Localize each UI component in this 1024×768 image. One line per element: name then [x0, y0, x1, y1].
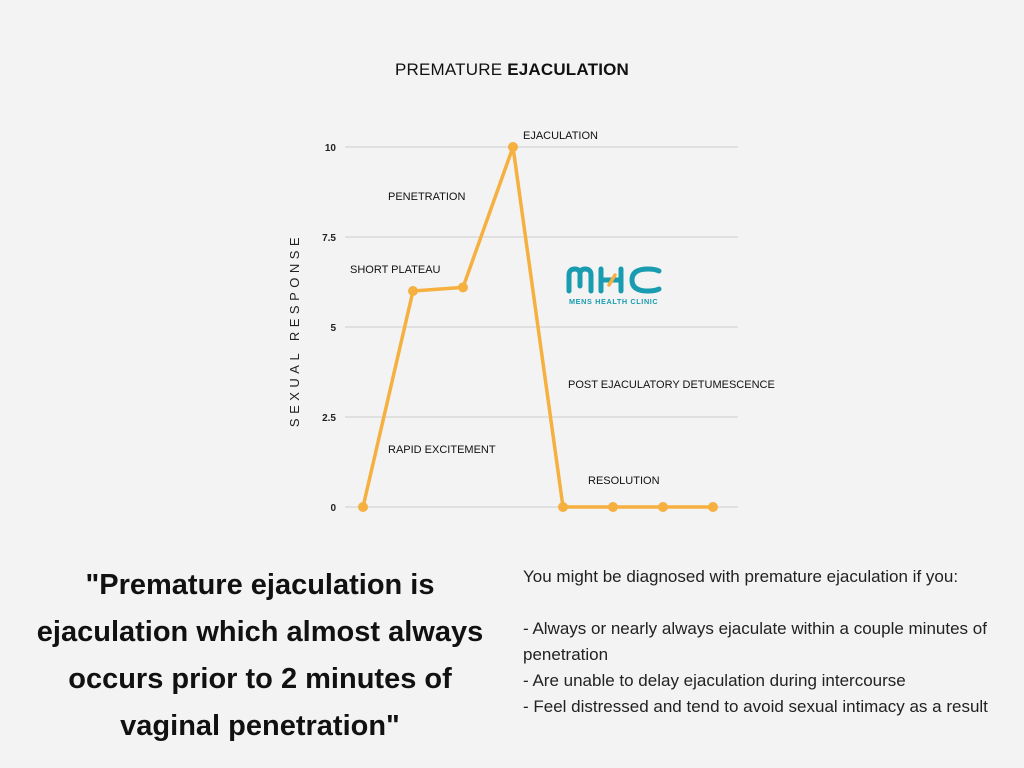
- y-tick-label: 5: [330, 323, 336, 334]
- y-tick-label: 2.5: [322, 413, 336, 424]
- data-point: [658, 502, 668, 512]
- annotation-label: EJACULATION: [523, 130, 598, 142]
- y-tick-label: 0: [330, 503, 336, 514]
- data-point: [558, 502, 568, 512]
- data-point: [508, 142, 518, 152]
- data-point: [358, 502, 368, 512]
- data-point: [408, 286, 418, 296]
- diagnosis-criteria: You might be diagnosed with premature ej…: [523, 564, 993, 720]
- chart-title-regular: PREMATURE: [394, 60, 503, 79]
- y-tick-label: 10: [325, 143, 337, 154]
- y-tick-label: 7.5: [322, 233, 336, 244]
- series-line: [361, 145, 715, 509]
- chart-title: PREMATURE EJACULATION: [0, 60, 1024, 80]
- line-chart: 0 2.5 5 7.5 10 SEXUAL RESPONSE EJACULATION PE…: [287, 130, 775, 514]
- y-axis-ticks: 0 2.5 5 7.5 10: [322, 143, 336, 514]
- annotation-label: SHORT PLATEAU: [350, 264, 441, 276]
- definition-quote: "Premature ejaculation is ejaculation wh…: [36, 569, 484, 742]
- criteria-item: - Are unable to delay ejaculation during…: [523, 671, 906, 690]
- annotations: EJACULATION PENETRATION SHORT PLATEAU POST …: [350, 130, 775, 487]
- data-point: [458, 282, 468, 293]
- data-point: [608, 502, 618, 512]
- criteria-intro: You might be diagnosed with premature ej…: [523, 567, 959, 586]
- series: [358, 142, 718, 512]
- annotation-label: POST EJACULATORY DETUMESCENCE: [568, 379, 775, 391]
- mhc-logo: MENS HEALTH CLINIC: [566, 264, 666, 308]
- annotation-label: RESOLUTION: [588, 475, 660, 487]
- logo-subtitle: MENS HEALTH CLINIC: [569, 297, 658, 306]
- criteria-item: - Feel distressed and tend to avoid sexu…: [523, 697, 988, 716]
- criteria-item: - Always or nearly always ejaculate with…: [523, 619, 987, 664]
- chart-title-bold: EJACULATION: [507, 60, 630, 79]
- data-point: [708, 502, 718, 512]
- annotation-label: RAPID EXCITEMENT: [388, 444, 496, 456]
- y-axis-label: SEXUAL RESPONSE: [287, 233, 302, 427]
- annotation-label: PENETRATION: [388, 191, 465, 203]
